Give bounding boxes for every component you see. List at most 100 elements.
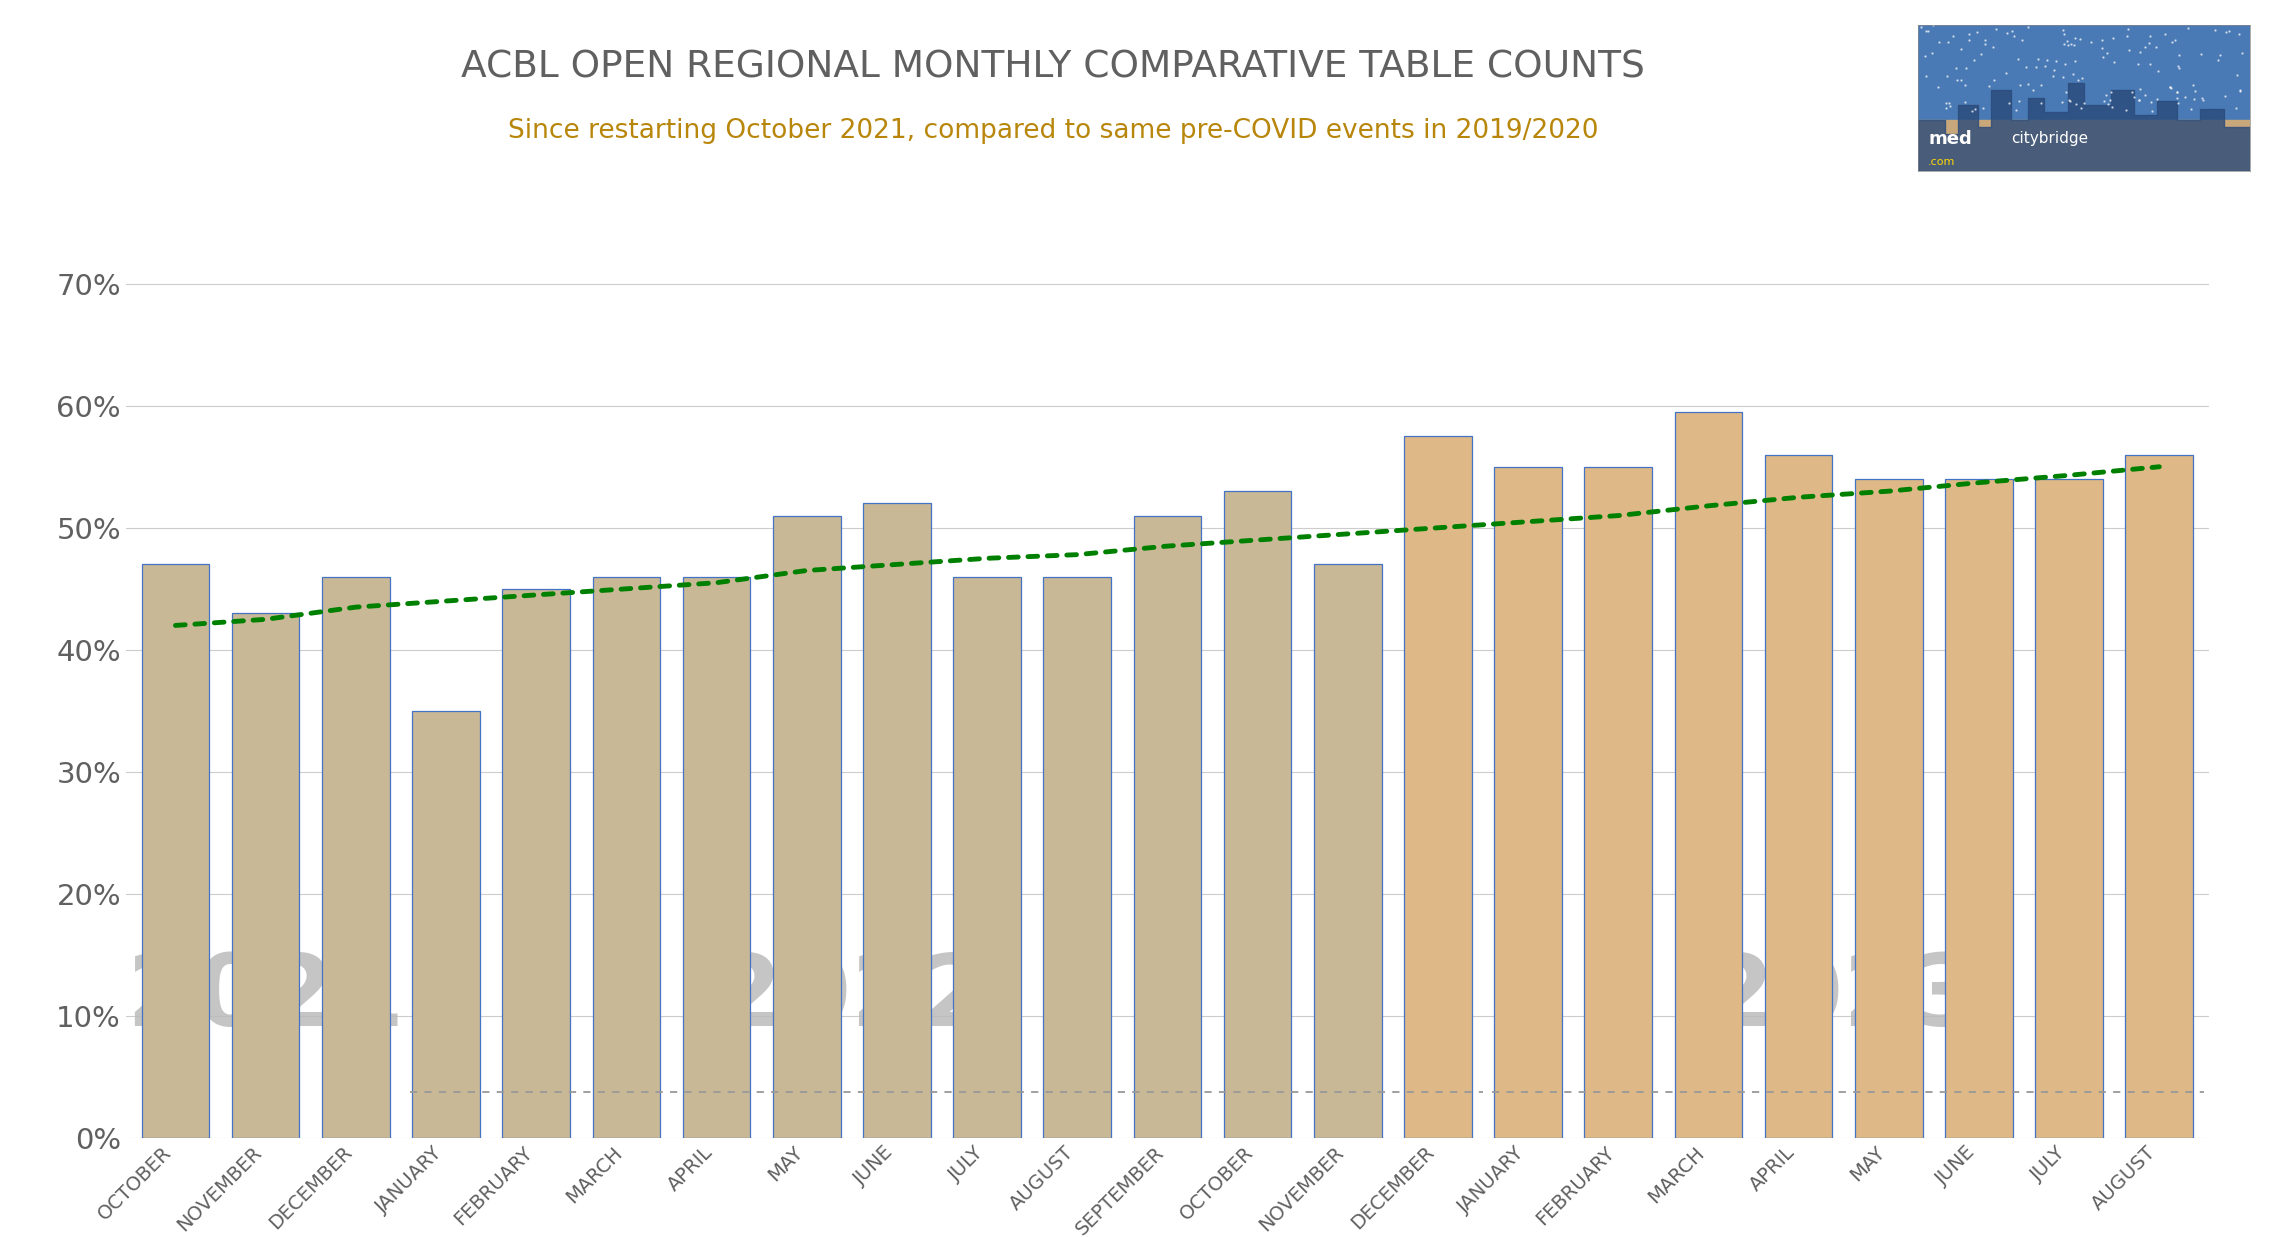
Point [2152, 77, 2188, 96]
Point [1994, 21, 2030, 41]
Point [2207, 22, 2243, 42]
Point [2097, 52, 2133, 72]
Point [2044, 20, 2081, 40]
Point [2131, 32, 2168, 52]
Bar [412, 711, 481, 1138]
Point [1966, 35, 2003, 54]
Point [2065, 68, 2101, 88]
Bar [1225, 491, 1291, 1138]
Point [2058, 94, 2094, 114]
Point [1998, 100, 2035, 120]
Point [2161, 45, 2197, 64]
Point [2152, 78, 2188, 98]
Point [1907, 21, 1943, 41]
Point [2094, 98, 2131, 118]
Point [2159, 57, 2195, 77]
Point [2131, 54, 2168, 74]
Point [1962, 45, 1998, 64]
Point [2223, 80, 2259, 100]
Point [1946, 75, 1982, 95]
Point [1978, 19, 2014, 38]
Point [2092, 90, 2129, 110]
Point [2131, 26, 2168, 46]
Point [2049, 35, 2085, 54]
Bar [1918, 25, 2250, 127]
Point [1939, 58, 1975, 78]
Point [2161, 58, 2197, 78]
Point [2049, 31, 2085, 51]
Point [2223, 80, 2259, 100]
Text: 2022: 2022 [712, 950, 991, 1047]
Point [1955, 51, 1991, 71]
Bar [1854, 479, 1923, 1138]
Point [2211, 21, 2248, 41]
Point [2072, 32, 2108, 52]
Point [2122, 42, 2159, 62]
Point [2007, 57, 2044, 77]
Point [2028, 49, 2065, 69]
Point [2207, 87, 2243, 106]
Point [1946, 92, 1982, 111]
Point [2037, 51, 2074, 71]
Point [1975, 37, 2012, 57]
Point [2147, 25, 2184, 45]
Point [2120, 90, 2156, 110]
Point [1920, 32, 1957, 52]
Bar [501, 589, 570, 1138]
Bar [1946, 479, 2012, 1138]
Point [1964, 99, 2001, 119]
Point [2019, 49, 2056, 69]
Text: .com: .com [1927, 157, 1955, 167]
Point [1996, 26, 2033, 46]
Bar [952, 576, 1021, 1138]
Point [2175, 74, 2211, 94]
Bar [682, 576, 751, 1138]
Point [1989, 63, 2026, 83]
Point [1927, 98, 1964, 118]
Point [2161, 93, 2197, 113]
Point [2049, 82, 2085, 101]
Point [1914, 43, 1950, 63]
Point [2092, 82, 2129, 101]
Point [2138, 89, 2175, 109]
Point [2220, 25, 2257, 45]
Point [2046, 54, 2083, 74]
Point [2133, 101, 2170, 121]
Point [2197, 21, 2234, 41]
Point [2133, 92, 2170, 111]
Polygon shape [1918, 83, 2250, 171]
Point [2044, 93, 2081, 113]
Bar [593, 576, 659, 1138]
Point [2120, 53, 2156, 73]
Point [1932, 96, 1969, 116]
Point [2083, 37, 2120, 57]
Point [2218, 66, 2255, 85]
Point [2023, 93, 2060, 113]
Point [1907, 66, 1943, 85]
Bar [1314, 564, 1383, 1138]
Point [2177, 82, 2213, 101]
Point [2172, 99, 2209, 119]
Point [2060, 69, 2097, 89]
Point [1950, 25, 1987, 45]
Point [2062, 30, 2099, 49]
Bar [2126, 454, 2193, 1138]
Point [2122, 79, 2159, 99]
Point [2200, 51, 2236, 71]
Text: Since restarting October 2021, compared to same pre-COVID events in 2019/2020: Since restarting October 2021, compared … [508, 118, 1598, 143]
Point [2058, 28, 2094, 48]
Text: 2021: 2021 [126, 950, 405, 1047]
Point [2001, 92, 2037, 111]
Point [2177, 89, 2213, 109]
Point [1966, 30, 2003, 49]
Point [2088, 85, 2124, 105]
Point [2202, 46, 2239, 66]
Point [1918, 78, 1955, 98]
Bar [774, 516, 840, 1138]
Point [1902, 17, 1939, 37]
Point [2120, 90, 2156, 110]
Point [2168, 87, 2204, 106]
Point [2138, 37, 2175, 57]
Point [2154, 32, 2191, 52]
Point [2056, 35, 2092, 54]
